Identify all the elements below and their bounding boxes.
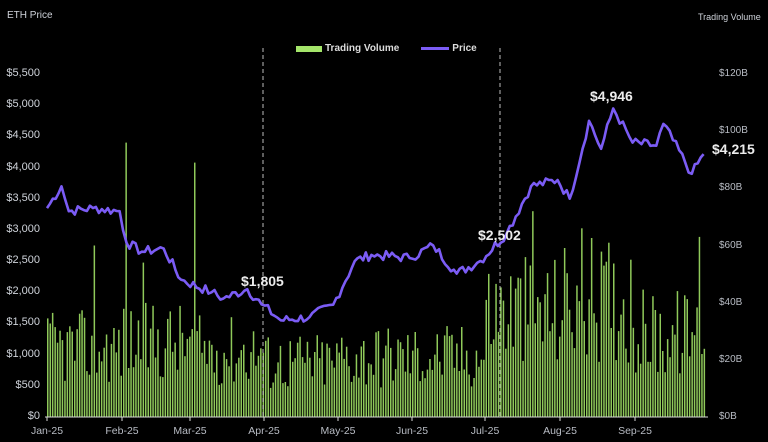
right-tick-label: $60B [719,239,743,251]
left-tick-label: $3,000 [6,222,40,235]
annotation-apr: $1,805 [241,273,284,289]
x-tick-label: Jun-25 [395,425,429,437]
left-tick-label: $2,500 [6,254,40,267]
legend-label-price: Price [452,43,477,54]
legend-item-price: Price [421,43,477,54]
volume-swatch-icon [296,45,322,52]
x-tick-label: Sep-25 [618,425,652,437]
right-tick-label: $40B [719,296,743,308]
annotation-last: $4,215 [712,141,755,157]
left-axis-title: ETH Price [7,10,53,21]
x-tick-label: May-25 [320,425,356,437]
right-tick-label: $120B [719,68,748,79]
price-line [45,107,705,323]
legend-item-volume: Trading Volume [296,43,399,54]
volume-bars [47,142,706,417]
left-tick-label: $500 [15,378,40,391]
x-axis-ticks [46,417,636,421]
left-tick-label: $2,000 [6,285,40,298]
x-tick-label: Apr-25 [248,425,280,437]
x-tick-label: Feb-25 [105,425,139,437]
x-tick-label: Mar-25 [173,425,207,437]
x-tick-label: Jan-25 [30,425,64,437]
left-tick-label: $3,500 [6,191,40,204]
right-axis-title: Trading Volume [698,12,761,22]
right-tick-label: $80B [719,182,743,194]
annotation-peak: $4,946 [590,88,633,104]
legend: Trading Volume Price [296,43,477,54]
right-tick-label: $0B [719,411,737,422]
left-tick-label: $5,000 [6,98,40,111]
legend-label-volume: Trading Volume [325,43,400,54]
price-swatch-icon [421,47,450,50]
left-tick-label: $4,000 [6,160,40,173]
left-tick-label: $4,500 [6,129,40,142]
x-tick-label: Aug-25 [543,425,577,437]
left-tick-label: $0 [27,410,40,422]
left-tick-label: $5,500 [6,67,40,79]
x-tick-label: Jul-25 [470,425,500,437]
annotation-jul: $2,502 [478,227,521,243]
left-tick-label: $1,500 [6,316,40,329]
right-tick-label: $20B [719,353,743,365]
right-tick-label: $100B [719,125,748,137]
left-tick-label: $1,000 [6,347,40,360]
